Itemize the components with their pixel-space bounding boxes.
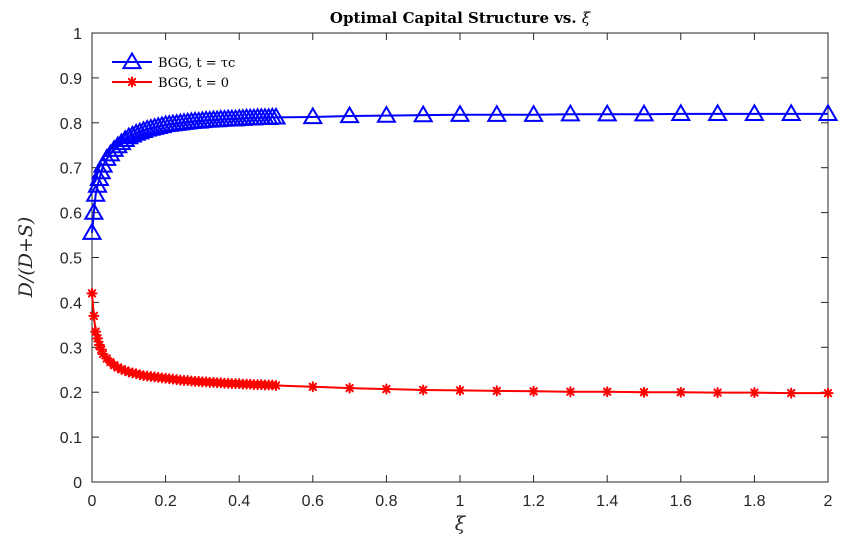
series-1 — [86, 287, 834, 399]
data-point — [822, 387, 834, 399]
y-tick-label: 1 — [73, 26, 82, 43]
data-point — [344, 382, 356, 394]
x-tick-label: 1.6 — [670, 493, 692, 510]
data-point — [90, 326, 102, 338]
data-point — [638, 386, 650, 398]
data-point — [744, 103, 765, 121]
x-tick-label: 0.8 — [375, 493, 397, 510]
data-point — [449, 104, 471, 122]
data-point — [417, 384, 429, 396]
y-tick-label: 0.5 — [60, 251, 82, 268]
data-point — [748, 387, 760, 399]
legend-marker — [126, 76, 138, 88]
data-point — [670, 103, 692, 121]
x-tick-label: 0.6 — [302, 493, 324, 510]
plot-area — [91, 32, 829, 483]
y-axis-ticks: 0 0.1 0.2 0.3 0.4 0.5 0.6 0.7 0.8 0.9 1 — [60, 26, 828, 492]
series-0 — [81, 103, 839, 240]
chart-title: Optimal Capital Structure vs. ξ — [330, 9, 591, 27]
legend-label: BGG, t = τc — [158, 56, 235, 71]
x-axis-label: ξ — [455, 513, 467, 535]
x-tick-label: 1.4 — [596, 493, 618, 510]
data-point — [302, 106, 324, 125]
y-tick-label: 0 — [73, 475, 82, 492]
y-tick-label: 0.2 — [60, 385, 82, 402]
data-point — [817, 103, 839, 121]
data-point — [707, 103, 728, 121]
data-point — [780, 103, 802, 121]
data-point — [528, 385, 540, 397]
x-tick-label: 2 — [824, 493, 833, 510]
x-tick-label: 1.8 — [743, 493, 765, 510]
data-point — [85, 184, 106, 202]
y-tick-label: 0.6 — [60, 206, 82, 223]
data-point — [491, 385, 503, 397]
y-tick-label: 0.8 — [60, 116, 82, 133]
y-tick-label: 0.3 — [60, 340, 82, 357]
y-tick-label: 0.4 — [60, 295, 82, 312]
y-axis-label: D/(D+S) — [15, 217, 37, 299]
legend-marker — [121, 51, 143, 70]
series-layer — [81, 103, 839, 399]
data-point — [88, 310, 100, 322]
legend: BGG, t = τc BGG, t = 0 — [112, 51, 235, 91]
data-point — [339, 105, 360, 124]
x-tick-label: 1 — [456, 493, 465, 510]
data-point — [523, 104, 544, 122]
y-tick-label: 0.9 — [60, 71, 82, 88]
data-point — [633, 103, 655, 122]
data-point — [596, 103, 618, 122]
data-point — [376, 105, 397, 123]
data-point — [107, 135, 128, 154]
x-axis-ticks: 0 0.2 0.4 0.6 0.8 1 1.2 1.4 1.6 1.8 2 — [88, 33, 833, 510]
data-point — [83, 202, 105, 220]
data-point — [454, 384, 466, 396]
data-point — [86, 287, 98, 299]
data-point — [601, 386, 613, 398]
x-tick-label: 0.4 — [228, 493, 250, 510]
data-point — [560, 103, 581, 122]
data-point — [307, 381, 319, 393]
data-point — [564, 386, 576, 398]
data-point — [712, 387, 724, 399]
data-point — [265, 106, 287, 125]
data-point — [270, 379, 282, 391]
data-point — [486, 104, 508, 122]
legend-label: BGG, t = 0 — [158, 76, 229, 91]
data-point — [675, 386, 687, 398]
data-point — [380, 383, 392, 395]
x-tick-label: 0 — [88, 493, 97, 510]
data-point — [92, 332, 104, 344]
data-point — [412, 104, 434, 123]
x-tick-label: 1.2 — [522, 493, 544, 510]
y-tick-label: 0.1 — [60, 430, 82, 447]
x-tick-label: 0.2 — [154, 493, 176, 510]
data-point — [785, 387, 797, 399]
data-point — [81, 222, 103, 240]
y-tick-label: 0.7 — [60, 161, 82, 178]
